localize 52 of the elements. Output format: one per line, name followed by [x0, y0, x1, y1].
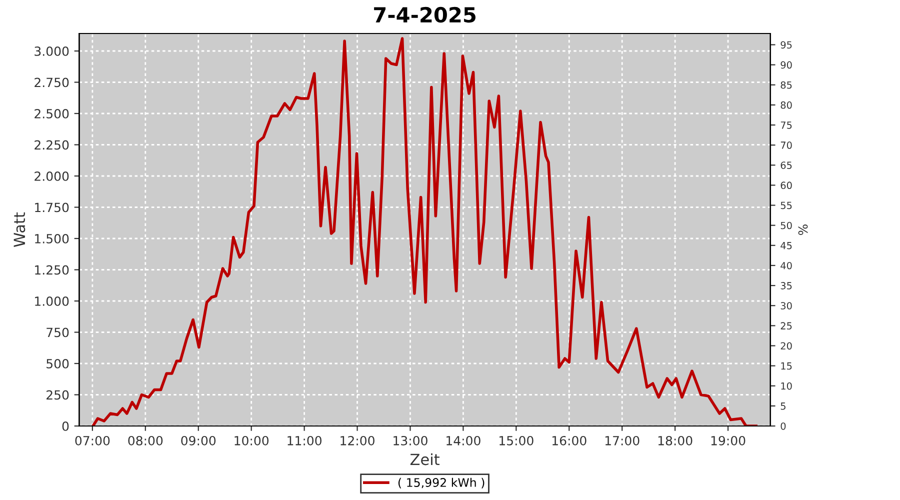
x-tick-label: 16:00 — [552, 436, 586, 446]
y2-tick-label: 5 — [780, 402, 786, 410]
y-tick-label: 0 — [62, 421, 69, 431]
x-tick-label: 08:00 — [128, 436, 163, 446]
x-tick-label: 19:00 — [711, 436, 746, 446]
y-tick-label: 2.250 — [34, 140, 69, 150]
x-tick-label: 15:00 — [500, 436, 534, 446]
y2-tick-label: 15 — [781, 362, 792, 370]
x-axis-title: Zeit — [410, 453, 440, 466]
y-tick-label: 500 — [46, 358, 69, 368]
y-tick-label: 1.000 — [35, 296, 69, 306]
x-tick-label: 12:00 — [340, 436, 374, 446]
y2-tick-label: 90 — [780, 61, 792, 69]
y-tick-label: 1.750 — [35, 202, 69, 212]
y-tick-label: 250 — [46, 390, 69, 400]
x-tick-label: 17:00 — [605, 436, 640, 446]
x-tick-label: 10:00 — [234, 436, 269, 446]
y2-tick-label: 20 — [780, 342, 792, 350]
y2-tick-label: 0 — [780, 422, 786, 430]
y2-tick-label: 85 — [780, 81, 792, 89]
x-tick-label: 11:00 — [288, 436, 322, 446]
y-tick-label: 1.250 — [35, 265, 69, 275]
y2-tick-label: 75 — [780, 122, 792, 129]
y2-tick-label: 30 — [780, 302, 792, 310]
line-series — [92, 37, 758, 426]
y-tick-label: 750 — [46, 328, 69, 338]
y2-tick-label: 40 — [780, 262, 792, 270]
y2-tick-label: 60 — [780, 182, 792, 190]
x-tick-label: 14:00 — [446, 436, 480, 446]
y2-tick-label: 55 — [780, 202, 792, 210]
y2-tick-label: 25 — [780, 322, 792, 330]
y2-tick-label: 80 — [780, 101, 792, 109]
y2-tick-label: 65 — [780, 162, 792, 169]
y2-tick-label: 50 — [780, 222, 792, 230]
y2-tick-label: 45 — [780, 242, 792, 250]
y2-tick-label: 70 — [780, 142, 792, 149]
y2-tick-label: 35 — [780, 282, 792, 290]
x-tick-label: 09:00 — [181, 436, 216, 446]
y-tick-label: 2.000 — [34, 171, 69, 181]
y2-axis-title: % — [798, 224, 808, 235]
y-tick-label: 1.500 — [35, 234, 69, 244]
y2-tick-label: 10 — [781, 382, 792, 390]
y-tick-label: 2.500 — [34, 108, 69, 118]
y-axis-title: Watt — [14, 212, 26, 247]
x-tick-label: 18:00 — [658, 436, 692, 446]
x-tick-label: 07:00 — [75, 436, 110, 446]
legend-label: ( 15,992 kWh ) — [398, 478, 484, 488]
y2-tick-label: 95 — [780, 41, 792, 49]
y-tick-label: 2.750 — [34, 78, 69, 88]
y-tick-label: 3.000 — [34, 46, 69, 56]
chart-title: 7-4-2025 — [374, 6, 476, 23]
x-tick-label: 13:00 — [394, 436, 428, 446]
